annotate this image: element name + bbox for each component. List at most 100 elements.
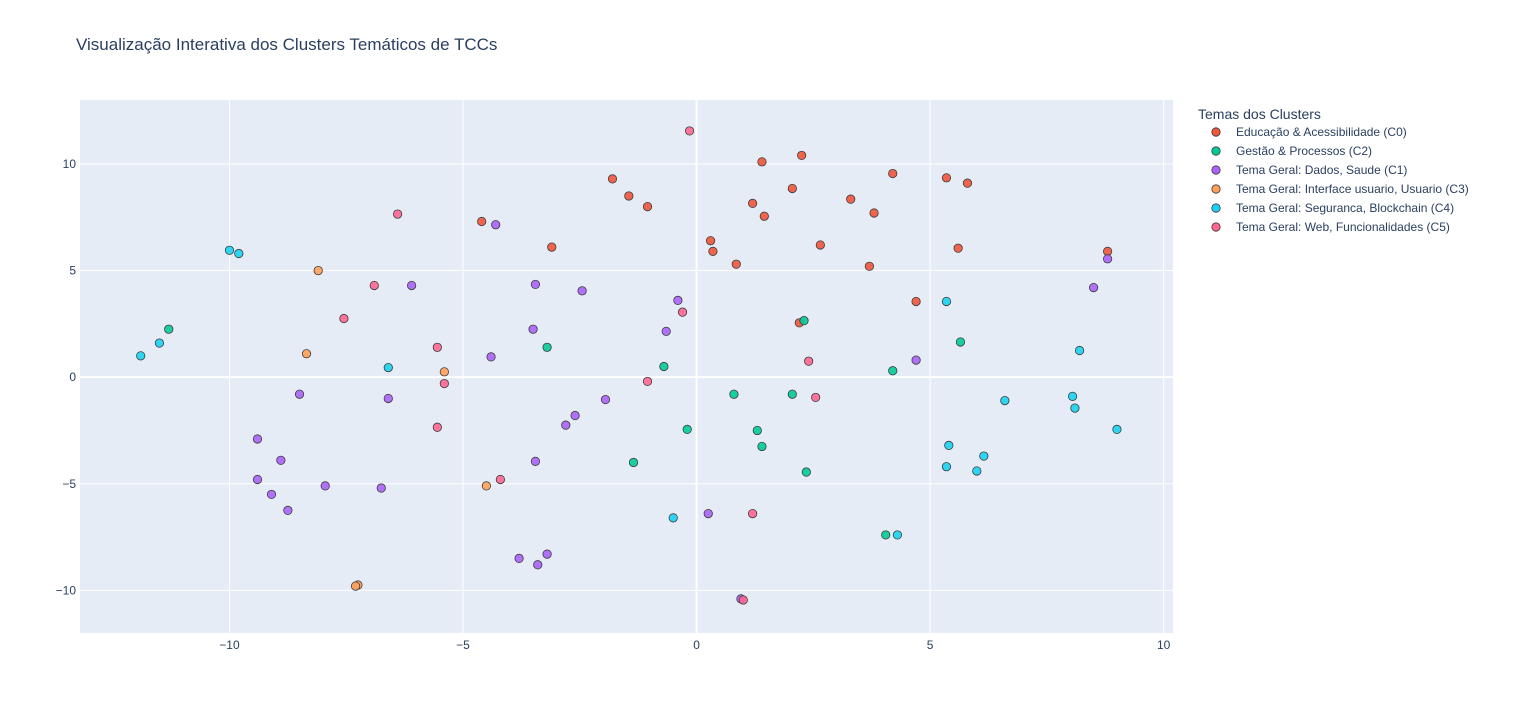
data-point-c0[interactable] <box>941 173 952 183</box>
data-point-c2[interactable] <box>276 455 286 465</box>
data-point-c2[interactable] <box>530 456 541 466</box>
legend-item[interactable]: Educação & Acessibilidade (C0) <box>1211 125 1407 139</box>
data-point-c2[interactable] <box>486 352 496 362</box>
data-point-c2[interactable] <box>491 220 501 230</box>
data-point-c0[interactable] <box>731 259 741 269</box>
data-point-c5[interactable] <box>748 509 758 519</box>
data-point-c0[interactable] <box>815 240 825 250</box>
data-point-c0[interactable] <box>624 191 634 201</box>
legend-item[interactable]: Tema Geral: Seguranca, Blockchain (C4) <box>1211 201 1454 215</box>
data-point-c2[interactable] <box>561 420 571 430</box>
data-point-c5[interactable] <box>811 392 821 403</box>
data-point-c0[interactable] <box>477 216 487 227</box>
legend-item[interactable]: Tema Geral: Interface usuario, Usuario (… <box>1211 182 1469 196</box>
data-point-c3[interactable] <box>350 581 361 591</box>
data-point-c2[interactable] <box>673 295 683 306</box>
data-point-c0[interactable] <box>708 246 718 256</box>
data-point-c4[interactable] <box>979 451 989 461</box>
data-point-c4[interactable] <box>941 296 952 307</box>
data-point-c5[interactable] <box>432 422 442 432</box>
legend-item[interactable]: Gestão & Processos (C2) <box>1211 144 1372 158</box>
data-point-c1[interactable] <box>164 324 174 334</box>
data-point-c4[interactable] <box>668 513 678 523</box>
data-point-c0[interactable] <box>547 242 557 252</box>
data-point-c5[interactable] <box>369 280 379 291</box>
legend-item[interactable]: Tema Geral: Dados, Saude (C1) <box>1211 163 1408 177</box>
data-point-c1[interactable] <box>955 337 966 347</box>
data-point-c1[interactable] <box>801 467 811 477</box>
data-point-c2[interactable] <box>376 483 386 493</box>
data-point-c4[interactable] <box>154 338 165 348</box>
data-point-c4[interactable] <box>1074 345 1085 356</box>
data-point-c2[interactable] <box>266 489 277 500</box>
data-point-c5[interactable] <box>738 595 748 605</box>
data-point-c2[interactable] <box>533 560 543 570</box>
data-point-c2[interactable] <box>252 474 263 485</box>
data-point-c2[interactable] <box>542 549 552 559</box>
data-point-c2[interactable] <box>1103 254 1113 264</box>
data-point-c0[interactable] <box>953 243 963 253</box>
data-point-c5[interactable] <box>339 313 349 324</box>
data-point-c0[interactable] <box>748 198 758 209</box>
data-point-c2[interactable] <box>530 279 541 290</box>
data-point-c1[interactable] <box>752 425 762 436</box>
data-point-c2[interactable] <box>528 324 538 334</box>
data-point-c2[interactable] <box>570 410 580 421</box>
data-point-c2[interactable] <box>294 389 305 399</box>
data-point-c3[interactable] <box>439 367 449 377</box>
data-point-c5[interactable] <box>495 474 505 485</box>
data-point-c2[interactable] <box>577 286 587 296</box>
data-point-c3[interactable] <box>313 265 323 276</box>
data-point-c2[interactable] <box>383 393 393 404</box>
data-point-c2[interactable] <box>703 509 713 519</box>
data-point-c2[interactable] <box>661 326 671 336</box>
data-point-c4[interactable] <box>972 466 982 476</box>
data-point-c0[interactable] <box>757 157 767 167</box>
data-point-c5[interactable] <box>642 376 653 387</box>
data-point-c0[interactable] <box>797 150 807 161</box>
data-point-c4[interactable] <box>1070 403 1080 413</box>
data-point-c5[interactable] <box>439 378 449 389</box>
data-point-c5[interactable] <box>684 126 695 136</box>
data-point-c0[interactable] <box>888 168 898 179</box>
data-point-c0[interactable] <box>864 261 874 271</box>
data-point-c4[interactable] <box>944 440 954 450</box>
data-point-c2[interactable] <box>320 481 330 491</box>
data-point-c1[interactable] <box>757 441 767 452</box>
data-point-c1[interactable] <box>729 389 739 399</box>
data-point-c2[interactable] <box>600 394 611 405</box>
data-point-c4[interactable] <box>892 530 903 540</box>
legend-item[interactable]: Tema Geral: Web, Funcionalidades (C5) <box>1211 220 1450 234</box>
data-point-c0[interactable] <box>911 296 921 307</box>
data-point-c2[interactable] <box>1088 283 1099 293</box>
data-point-c5[interactable] <box>804 356 814 366</box>
data-point-c4[interactable] <box>1112 424 1122 434</box>
data-point-c0[interactable] <box>846 194 856 204</box>
data-point-c0[interactable] <box>642 202 653 212</box>
data-point-c1[interactable] <box>888 366 898 376</box>
data-point-c1[interactable] <box>659 361 669 372</box>
data-point-c4[interactable] <box>1067 391 1078 401</box>
data-point-c0[interactable] <box>705 236 716 246</box>
data-point-c0[interactable] <box>869 208 879 218</box>
data-point-c1[interactable] <box>542 342 552 352</box>
data-point-c2[interactable] <box>283 505 293 516</box>
data-point-c3[interactable] <box>481 481 491 491</box>
data-point-c1[interactable] <box>787 389 797 399</box>
data-point-c2[interactable] <box>514 553 524 563</box>
data-point-c2[interactable] <box>252 434 263 444</box>
data-point-c0[interactable] <box>787 183 797 194</box>
data-point-c1[interactable] <box>881 530 891 540</box>
data-point-c0[interactable] <box>962 178 973 188</box>
data-point-c3[interactable] <box>301 349 312 359</box>
data-point-c5[interactable] <box>432 342 442 352</box>
data-point-c4[interactable] <box>383 362 393 373</box>
data-point-c4[interactable] <box>234 248 244 259</box>
data-point-c5[interactable] <box>677 307 688 317</box>
data-point-c1[interactable] <box>799 316 809 326</box>
data-point-c4[interactable] <box>136 351 146 361</box>
data-point-c0[interactable] <box>607 174 618 184</box>
data-point-c1[interactable] <box>628 457 639 468</box>
data-point-c2[interactable] <box>911 355 921 365</box>
data-point-c4[interactable] <box>941 462 952 472</box>
